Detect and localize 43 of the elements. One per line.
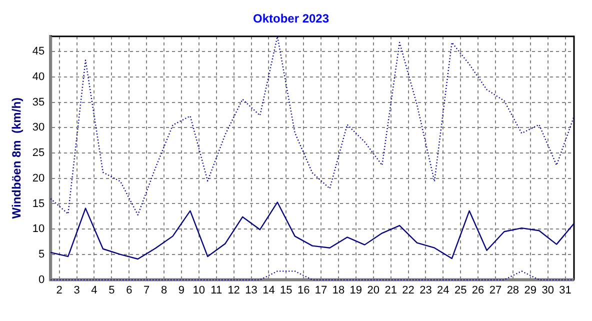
- x-tick-label: 30: [542, 284, 554, 296]
- x-tick-label: 19: [350, 284, 362, 296]
- x-tick-label: 5: [108, 284, 115, 296]
- y-tick-label: 45: [32, 46, 45, 58]
- y-tick-label: 15: [32, 198, 45, 210]
- x-tick-label: 6: [126, 284, 132, 296]
- x-tick-label: 17: [314, 284, 328, 296]
- x-tick-label: 29: [524, 284, 537, 296]
- x-tick-label: 22: [402, 284, 414, 296]
- x-tick-label: 9: [178, 284, 185, 296]
- y-tick-label: 30: [32, 122, 45, 134]
- x-tick-label: 13: [245, 284, 258, 296]
- y-axis-title: Windböen 8m (km/h): [10, 97, 24, 219]
- chart-title: Oktober 2023: [252, 12, 330, 26]
- x-tick-label: 26: [472, 284, 484, 296]
- x-tick-label: 16: [297, 284, 310, 296]
- x-tick-label: 11: [210, 284, 222, 296]
- x-tick-label: 21: [384, 284, 397, 296]
- y-tick-label: 10: [32, 223, 45, 236]
- x-tick-label: 31: [559, 284, 572, 296]
- x-tick-label: 23: [420, 284, 432, 296]
- x-tick-label: 20: [367, 284, 380, 296]
- y-tick-label: 35: [32, 96, 45, 108]
- x-tick-label: 12: [228, 284, 240, 296]
- x-tick-label: 2: [56, 284, 62, 296]
- x-tick-label: 7: [144, 284, 150, 296]
- line-series: [50, 36, 575, 216]
- x-tick-label: 18: [332, 284, 345, 296]
- x-tick-label: 4: [91, 284, 98, 296]
- x-tick-label: 15: [280, 284, 292, 296]
- x-tick-label: 27: [489, 284, 502, 296]
- x-tick-label: 28: [506, 284, 520, 296]
- x-tick-label: 10: [192, 284, 206, 296]
- y-tick-label: 5: [38, 248, 45, 260]
- x-tick-label: 25: [454, 284, 467, 296]
- x-tick-label: 3: [74, 284, 80, 296]
- x-tick-label: 8: [160, 284, 168, 296]
- x-tick-label: 24: [437, 284, 450, 296]
- y-tick-label: 20: [32, 172, 45, 184]
- x-tick-label: 14: [262, 284, 275, 296]
- y-tick-label: 40: [32, 71, 45, 83]
- y-tick-label: 25: [32, 147, 45, 160]
- y-tick-label: 0: [38, 274, 45, 286]
